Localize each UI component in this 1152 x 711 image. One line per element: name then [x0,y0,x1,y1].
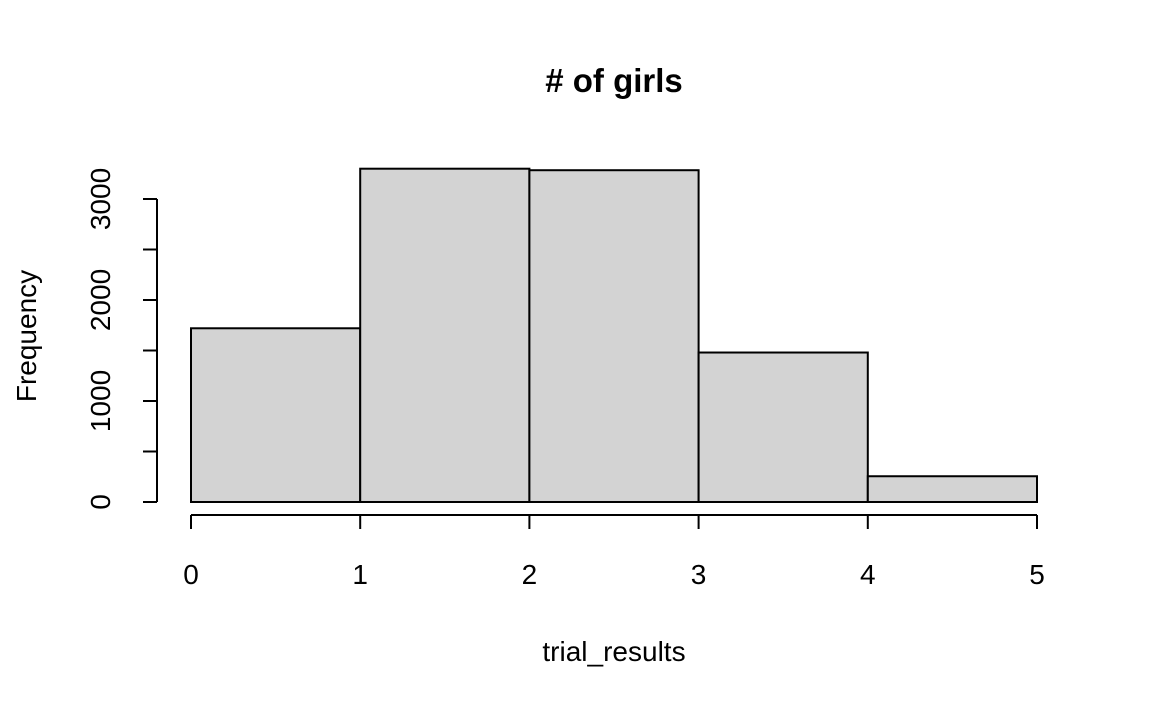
x-tick-label-5: 5 [1029,559,1045,590]
y-tick-label-2: 2000 [85,269,116,331]
x-tick-label-4: 4 [860,559,876,590]
y-axis-label: Frequency [11,270,42,402]
histogram-bar-2 [528,169,700,503]
y-axis: 0 1000 2000 3000 [85,168,158,510]
y-tick-label-1: 1000 [85,370,116,432]
histogram-bar-3 [697,351,869,503]
x-axis-label: trial_results [542,636,685,667]
x-tick-label-1: 1 [352,559,368,590]
x-tick-label-0: 0 [183,559,199,590]
y-tick-label-0: 0 [85,494,116,510]
x-tick-label-2: 2 [522,559,538,590]
x-tick-label-3: 3 [691,559,707,590]
histogram-bar-1 [359,167,531,503]
histogram-bar-0 [190,327,362,503]
y-tick-label-3: 3000 [85,168,116,230]
histogram-bar-4 [866,475,1038,503]
bars-group [190,167,1038,503]
chart-title: # of girls [545,62,683,99]
x-axis: 0 1 2 3 4 5 [183,514,1045,590]
